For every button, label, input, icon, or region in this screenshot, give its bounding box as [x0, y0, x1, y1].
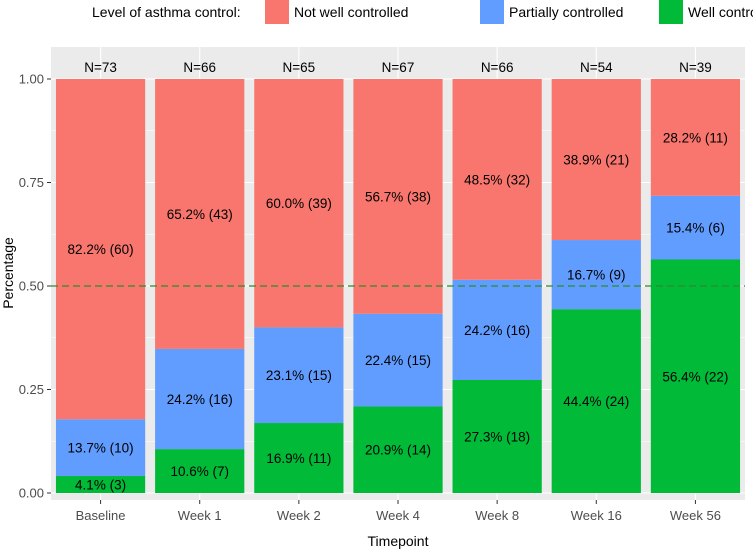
n-label: N=73 — [84, 60, 117, 75]
x-tick-label: Week 56 — [670, 508, 721, 523]
segment-value-label: 15.4% (6) — [666, 221, 725, 236]
sample-size-labels: N=73 N=66 N=65 N=67 N=66 N=54 N=39 — [84, 60, 712, 75]
segment-value-label: 28.2% (11) — [663, 130, 728, 145]
bar-segment-partially-controlled — [155, 348, 245, 450]
x-tick-label: Week 2 — [277, 508, 321, 523]
y-tick-label: 0.75 — [19, 175, 44, 190]
legend-label: Partially controlled — [509, 4, 623, 20]
x-tick-label: Week 8 — [475, 508, 519, 523]
segment-value-label: 16.7% (9) — [567, 268, 626, 283]
legend-label: Well controlled — [688, 4, 753, 20]
bar-segment-not-well-controlled — [650, 79, 741, 196]
segment-value-label: 4.1% (3) — [75, 478, 126, 493]
legend-key-partially-controlled — [480, 0, 504, 24]
plot-panel: 4.1% (3) 13.7% (10) 82.2% (60) 10.6% (7) 24.… — [51, 47, 745, 500]
bar-segment-well-controlled — [55, 476, 146, 493]
y-tick-label: 0.25 — [19, 382, 44, 397]
legend: Level of asthma control: Not well contro… — [92, 0, 753, 24]
bar-segment-well-controlled — [155, 449, 245, 493]
legend-key-not-well-controlled — [265, 0, 289, 24]
bar-segment-not-well-controlled — [452, 79, 542, 280]
n-label: N=67 — [382, 60, 415, 75]
legend-title: Level of asthma control: — [92, 4, 241, 20]
bar-segment-well-controlled — [650, 259, 741, 493]
legend-label: Not well controlled — [294, 4, 408, 20]
segment-value-label: 60.0% (39) — [266, 196, 332, 211]
legend-key-well-controlled — [659, 0, 683, 24]
n-label: N=54 — [580, 60, 613, 75]
bar-segment-partially-controlled — [254, 327, 344, 424]
segment-value-label: 65.2% (43) — [167, 207, 233, 222]
segment-value-label: 24.2% (16) — [464, 323, 530, 338]
n-label: N=66 — [183, 60, 216, 75]
y-tick-label: 0.50 — [19, 279, 44, 294]
bar-segment-not-well-controlled — [55, 79, 146, 420]
bar-segment-partially-controlled — [650, 195, 741, 260]
y-axis: 0.00 0.25 0.50 0.75 1.00 — [19, 72, 51, 501]
bar-segment-partially-controlled — [452, 279, 542, 380]
bar-segment-partially-controlled — [55, 419, 146, 477]
bars: 4.1% (3) 13.7% (10) 82.2% (60) 10.6% (7) 24.… — [55, 79, 741, 493]
segment-value-label: 44.4% (24) — [563, 394, 629, 409]
y-tick-label: 1.00 — [19, 72, 44, 87]
bar-segment-partially-controlled — [551, 240, 641, 310]
y-tick-label: 0.00 — [19, 486, 44, 501]
x-tick-label: Week 16 — [571, 508, 622, 523]
bar-segment-not-well-controlled — [551, 79, 641, 241]
n-label: N=66 — [481, 60, 514, 75]
segment-value-label: 56.4% (22) — [662, 369, 728, 384]
segment-value-label: 38.9% (21) — [563, 153, 629, 168]
bar-segment-well-controlled — [254, 423, 344, 493]
bar-segment-partially-controlled — [353, 313, 443, 407]
n-label: N=65 — [283, 60, 316, 75]
segment-value-label: 82.2% (60) — [68, 242, 134, 257]
legend-items: Not well controlled Partially controlled W… — [265, 0, 753, 24]
bar-segment-well-controlled — [452, 379, 542, 493]
segment-value-label: 16.9% (11) — [266, 451, 331, 466]
x-tick-label: Week 1 — [178, 508, 222, 523]
segment-value-label: 23.1% (15) — [266, 368, 332, 383]
segment-value-label: 56.7% (38) — [365, 189, 431, 204]
x-axis: Baseline Week 1 Week 2 Week 4 Week 8 Week 16 W… — [76, 500, 721, 523]
segment-value-label: 10.6% (7) — [170, 464, 229, 479]
x-tick-label: Baseline — [76, 508, 126, 523]
bar-segment-not-well-controlled — [353, 79, 443, 314]
segment-value-label: 22.4% (15) — [365, 353, 431, 368]
x-axis-title: Timepoint — [368, 533, 429, 549]
n-label: N=39 — [679, 60, 712, 75]
segment-value-label: 20.9% (14) — [365, 443, 431, 458]
y-axis-title: Percentage — [0, 237, 16, 309]
segment-value-label: 27.3% (18) — [464, 429, 530, 444]
bar-segment-well-controlled — [353, 406, 443, 493]
bar-segment-well-controlled — [551, 309, 641, 493]
bar-segment-not-well-controlled — [155, 79, 245, 349]
segment-value-label: 24.2% (16) — [167, 392, 233, 407]
x-tick-label: Week 4 — [376, 508, 420, 523]
segment-value-label: 48.5% (32) — [464, 172, 530, 187]
segment-value-label: 13.7% (10) — [68, 441, 134, 456]
